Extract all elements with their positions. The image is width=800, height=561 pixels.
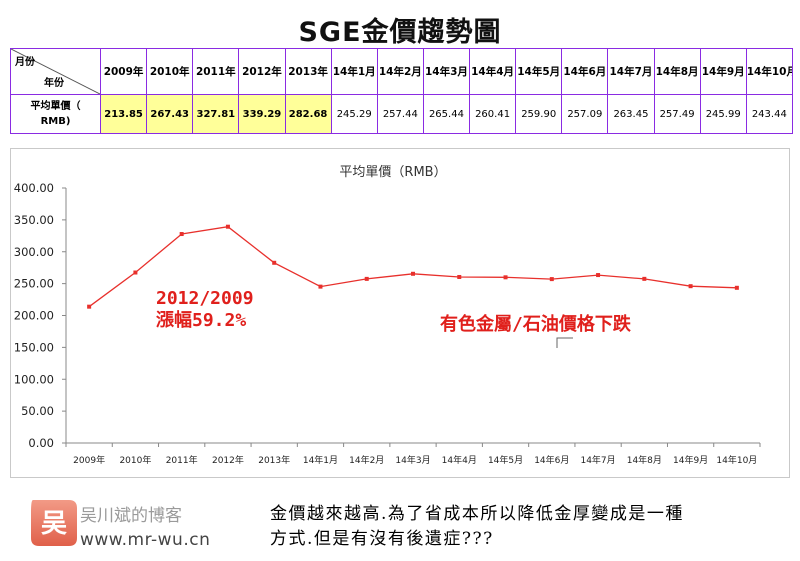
table-value-cell: 267.43 bbox=[146, 94, 194, 134]
table-header-cell: 14年5月 bbox=[515, 48, 563, 95]
y-tick-label: 100.00 bbox=[14, 372, 54, 386]
table-value-cell: 245.99 bbox=[699, 94, 747, 134]
corner-month-label: 月份 bbox=[15, 57, 35, 68]
table-value-cell: 263.45 bbox=[607, 94, 655, 134]
x-tick-label: 14年8月 bbox=[627, 454, 662, 466]
commentary: 金價越來越高.為了省成本所以降低金厚變成是一種 方式.但是有沒有後遺症??? bbox=[270, 502, 770, 552]
data-point bbox=[225, 224, 230, 229]
table-value-cell: 339.29 bbox=[238, 94, 286, 134]
data-point bbox=[642, 276, 647, 281]
row-label-line1: 平均單價（ bbox=[30, 101, 81, 112]
table-value-cell: 243.44 bbox=[745, 94, 793, 134]
annotation-cursor-mark bbox=[556, 337, 573, 348]
table-header-cell: 2009年 bbox=[99, 48, 148, 95]
data-point bbox=[503, 275, 508, 280]
blog-logo: 吴 bbox=[31, 500, 77, 546]
table-value-cell: 245.29 bbox=[330, 94, 378, 134]
x-tick-label: 14年10月 bbox=[716, 454, 757, 466]
x-tick-label: 14年7月 bbox=[580, 454, 615, 466]
chart-frame bbox=[10, 148, 790, 478]
table-value-cell: 260.41 bbox=[468, 94, 517, 134]
x-tick-label: 14年4月 bbox=[442, 454, 477, 466]
table-value-cell: 259.90 bbox=[515, 94, 563, 134]
data-point bbox=[364, 276, 369, 281]
data-point bbox=[596, 273, 601, 278]
commentary-line1: 金價越來越高.為了省成本所以降低金厚變成是一種 bbox=[270, 504, 684, 524]
table-value-cell: 265.44 bbox=[422, 94, 471, 134]
price-table: 月份 年份 2009年 2010年 2011年 2012年 2013年 14年1… bbox=[10, 48, 793, 134]
table-value-cell: 327.81 bbox=[192, 94, 240, 134]
row-label-line2: RMB) bbox=[40, 116, 71, 127]
data-point bbox=[734, 285, 739, 290]
data-point bbox=[272, 260, 277, 265]
data-point bbox=[411, 271, 415, 276]
chart-title: 平均單價（RMB） bbox=[339, 165, 446, 180]
corner-diagonal bbox=[11, 49, 100, 94]
x-tick-label: 14年9月 bbox=[673, 454, 708, 466]
y-tick-label: 150.00 bbox=[14, 340, 54, 354]
annotation-growth: 2012/2009 漲幅59.2% bbox=[156, 288, 254, 332]
corner-year-label: 年份 bbox=[44, 78, 64, 89]
annotation-decline: 有色金屬/石油價格下跌 bbox=[440, 314, 631, 335]
y-tick-label: 250.00 bbox=[14, 277, 54, 291]
y-tick-label: 400.00 bbox=[14, 181, 54, 195]
data-point bbox=[549, 277, 554, 282]
table-header-cell: 14年6月 bbox=[561, 48, 609, 95]
page-title: SGE金價趨勢圖 bbox=[298, 17, 502, 48]
x-tick-label: 2013年 bbox=[258, 454, 290, 466]
x-tick-label: 14年5月 bbox=[488, 454, 523, 466]
y-tick-label: 200.00 bbox=[14, 309, 54, 323]
y-tick-label: 50.00 bbox=[21, 404, 54, 418]
table-value-row: 平均單價（ RMB) 213.85 267.43 327.81 339.29 28… bbox=[10, 94, 793, 134]
x-tick-label: 14年6月 bbox=[534, 454, 569, 466]
table-header-row: 月份 年份 2009年 2010年 2011年 2012年 2013年 14年1… bbox=[10, 48, 793, 95]
table-header-cell: 14年8月 bbox=[653, 48, 701, 95]
table-header-cell: 14年7月 bbox=[607, 48, 655, 95]
table-value-cell: 282.68 bbox=[284, 94, 332, 134]
x-tick-label: 2010年 bbox=[119, 454, 151, 466]
table-header-cell: 14年3月 bbox=[422, 48, 471, 95]
annotation-growth-percent: 漲幅59.2% bbox=[156, 310, 247, 331]
data-point bbox=[457, 274, 462, 279]
x-tick-label: 14年2月 bbox=[349, 454, 384, 466]
table-value-cell: 257.09 bbox=[561, 94, 609, 134]
line-chart: 平均單價（RMB） 0.00 50.00 100.00 150.00 200.00 250.… bbox=[14, 165, 761, 466]
table-value-cell: 257.49 bbox=[653, 94, 701, 134]
y-tick-label: 0.00 bbox=[28, 436, 54, 450]
annotation-growth-years: 2012/2009 bbox=[156, 288, 254, 309]
table-header-cell: 2010年 bbox=[146, 48, 194, 95]
data-point bbox=[318, 284, 323, 289]
x-tick-label: 14年1月 bbox=[303, 454, 338, 466]
data-point bbox=[87, 304, 92, 309]
y-tick-label: 300.00 bbox=[14, 245, 54, 259]
table-header-cell: 14年4月 bbox=[468, 48, 517, 95]
table-header-cell: 14年9月 bbox=[699, 48, 747, 95]
table-header-cell: 14年1月 bbox=[330, 48, 378, 95]
data-point bbox=[179, 232, 184, 237]
x-tick-label: 2009年 bbox=[73, 454, 105, 466]
table-value-cell: 257.44 bbox=[376, 94, 424, 134]
table-header-cell: 14年10月 bbox=[745, 48, 793, 95]
row-label: 平均單價（ RMB) bbox=[10, 94, 101, 134]
x-tick-label: 2011年 bbox=[166, 454, 198, 466]
data-point bbox=[688, 284, 693, 289]
x-tick-label: 2012年 bbox=[212, 454, 244, 466]
svg-text:吴: 吴 bbox=[41, 509, 67, 539]
table-header-cell: 2012年 bbox=[238, 48, 286, 95]
commentary-line2: 方式.但是有沒有後遺症??? bbox=[270, 529, 494, 549]
brand-name: 吴川斌的博客 bbox=[80, 506, 182, 526]
y-tick-label: 350.00 bbox=[14, 213, 54, 227]
data-point bbox=[133, 270, 138, 275]
table-value-cell: 213.85 bbox=[99, 94, 148, 134]
table-corner-cell: 月份 年份 bbox=[10, 48, 101, 95]
x-tick-label: 14年3月 bbox=[395, 454, 430, 466]
brand-url[interactable]: www.mr-wu.cn bbox=[80, 530, 211, 550]
